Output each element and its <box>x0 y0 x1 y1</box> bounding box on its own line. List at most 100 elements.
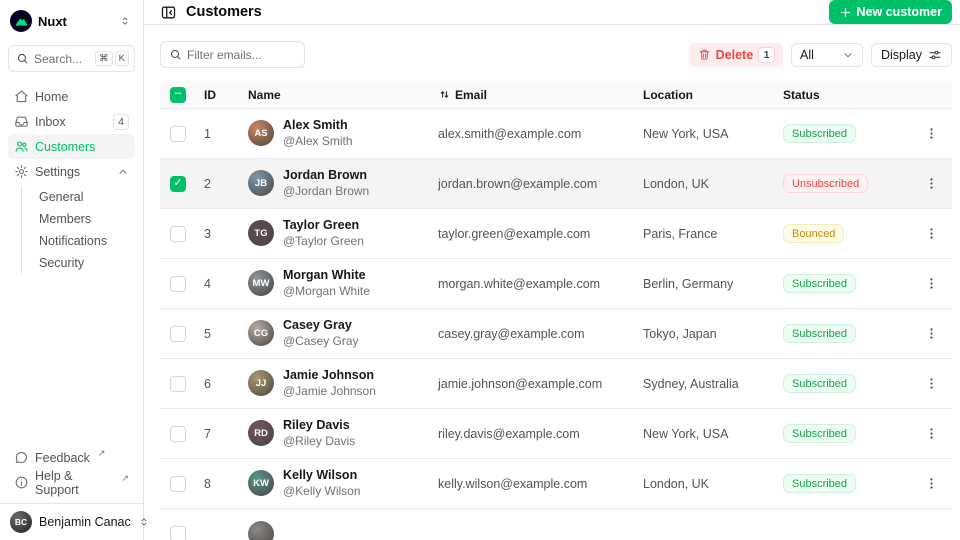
table-row-partial[interactable] <box>160 509 952 540</box>
row-actions-menu-button[interactable] <box>920 122 943 145</box>
cell-location: Tokyo, Japan <box>643 326 717 341</box>
cell-location: Sydney, Australia <box>643 376 739 391</box>
row-checkbox[interactable] <box>170 275 186 292</box>
new-customer-button[interactable]: New customer <box>828 0 952 24</box>
avatar: JJ <box>248 370 274 397</box>
row-checkbox[interactable] <box>170 225 186 242</box>
table-row[interactable]: 7 RD Riley Davis @Riley Davis riley.davi… <box>160 409 952 459</box>
sidebar-item-general[interactable]: General <box>39 190 84 204</box>
avatar: CG <box>248 320 274 347</box>
cell-id: 6 <box>204 376 211 391</box>
plus-icon <box>840 7 850 17</box>
table-header-row: − ID Name Email Location Status <box>160 81 952 109</box>
cell-name: TG Taylor Green @Taylor Green <box>240 218 430 248</box>
status-badge: Subscribed <box>783 324 857 343</box>
cell-id: 4 <box>204 276 211 291</box>
customer-handle: @Casey Gray <box>283 334 359 349</box>
sidebar-nav: Home Inbox 4 Customers <box>8 84 135 274</box>
status-badge: Bounced <box>783 224 845 243</box>
sidebar-item-settings[interactable]: Settings <box>8 159 135 184</box>
table-row[interactable]: 8 KW Kelly Wilson @Kelly Wilson kelly.wi… <box>160 459 952 509</box>
row-checkbox[interactable] <box>170 325 186 342</box>
nuxt-logo-icon <box>10 10 32 32</box>
filter-emails-input[interactable]: Filter emails... <box>160 41 305 68</box>
cell-email: jordan.brown@example.com <box>438 176 598 191</box>
collapse-sidebar-icon[interactable] <box>160 4 177 21</box>
column-header-email[interactable]: Email <box>430 88 635 102</box>
row-actions-menu-button[interactable] <box>920 372 943 395</box>
row-checkbox[interactable] <box>170 375 186 392</box>
sidebar: Nuxt Search... ⌘ K <box>0 0 147 540</box>
row-actions-menu-button[interactable] <box>920 172 943 195</box>
table-row[interactable]: 1 AS Alex Smith @Alex Smith alex.smith@e… <box>160 109 952 159</box>
workspace-name: Nuxt <box>38 13 67 29</box>
row-checkbox[interactable] <box>170 125 186 142</box>
table-row[interactable]: 5 CG Casey Gray @Casey Gray casey.gray@e… <box>160 309 952 359</box>
customer-handle: @Morgan White <box>283 284 370 299</box>
row-checkbox[interactable] <box>170 525 186 540</box>
column-header-id: ID <box>204 87 216 102</box>
sidebar-item-inbox[interactable]: Inbox 4 <box>8 109 135 134</box>
workspace-switcher[interactable]: Nuxt <box>8 8 135 34</box>
search-placeholder: Search... <box>34 51 83 66</box>
sidebar-item-help-support[interactable]: Help & Support ↗ <box>8 469 135 497</box>
row-actions-menu-button[interactable] <box>920 422 943 445</box>
avatar: MW <box>248 270 274 297</box>
row-actions-menu-button[interactable] <box>920 272 943 295</box>
display-button[interactable]: Display <box>871 42 952 67</box>
trash-icon <box>699 49 709 60</box>
cell-location: Berlin, Germany <box>643 276 734 291</box>
row-actions-menu-button[interactable] <box>920 322 943 345</box>
cell-email: kelly.wilson@example.com <box>438 476 588 491</box>
sidebar-spacer <box>8 274 135 445</box>
status-filter-select[interactable]: All <box>791 42 863 67</box>
sidebar-item-feedback[interactable]: Feedback ↗ <box>8 445 135 470</box>
row-actions-menu-button[interactable] <box>920 222 943 245</box>
row-checkbox[interactable] <box>170 425 186 442</box>
cell-name: MW Morgan White @Morgan White <box>240 268 430 298</box>
table-row[interactable]: 6 JJ Jamie Johnson @Jamie Johnson jamie.… <box>160 359 952 409</box>
sidebar-item-notifications[interactable]: Notifications <box>39 234 108 248</box>
row-checkbox[interactable]: ✓ <box>170 175 186 192</box>
row-checkbox[interactable] <box>170 475 186 492</box>
sidebar-item-members[interactable]: Members <box>39 212 92 226</box>
home-icon <box>14 89 29 104</box>
search-input[interactable]: Search... ⌘ K <box>8 45 135 72</box>
sidebar-item-customers[interactable]: Customers <box>8 134 135 159</box>
sidebar-item-label: Feedback <box>35 450 90 465</box>
cell-status: Subscribed <box>775 124 910 143</box>
customer-name: Jordan Brown <box>283 168 368 183</box>
search-icon <box>16 52 29 65</box>
column-header-status: Status <box>783 87 820 102</box>
customer-name: Kelly Wilson <box>283 468 358 483</box>
chevron-up-down-icon <box>138 516 150 528</box>
delete-button[interactable]: Delete 1 <box>689 42 783 67</box>
status-badge: Subscribed <box>783 424 857 443</box>
select-all-checkbox[interactable]: − <box>170 86 186 103</box>
user-avatar: BC <box>10 511 32 533</box>
sidebar-item-home[interactable]: Home <box>8 84 135 109</box>
cell-location: New York, USA <box>643 126 729 141</box>
inbox-count-badge: 4 <box>113 113 129 130</box>
row-actions-menu-button[interactable] <box>920 472 943 495</box>
sidebar-item-security[interactable]: Security <box>39 256 85 270</box>
avatar <box>248 520 274 540</box>
user-menu[interactable]: BC Benjamin Canac <box>0 503 147 540</box>
table-row[interactable]: 4 MW Morgan White @Morgan White morgan.w… <box>160 259 952 309</box>
sidebar-item-label: Home <box>35 89 69 104</box>
search-icon <box>169 48 182 61</box>
table-row[interactable]: ✓ 2 JB Jordan Brown @Jordan Brown jordan… <box>160 159 952 209</box>
search-kbd-shortcuts: ⌘ K <box>95 51 129 66</box>
inbox-icon <box>14 114 29 129</box>
customer-name: Jamie Johnson <box>283 368 374 383</box>
cell-name: JJ Jamie Johnson @Jamie Johnson <box>240 368 430 398</box>
sort-arrows-icon <box>438 88 451 101</box>
cell-email: riley.davis@example.com <box>438 426 580 441</box>
status-badge: Subscribed <box>783 374 857 393</box>
chat-bubble-icon <box>14 450 29 465</box>
main-panel: Customers New customer Filter emails... … <box>144 0 960 540</box>
customer-name: Taylor Green <box>283 218 360 233</box>
table-row[interactable]: 3 TG Taylor Green @Taylor Green taylor.g… <box>160 209 952 259</box>
cell-status: Subscribed <box>775 474 910 493</box>
ellipsis-vertical-icon <box>929 178 933 189</box>
